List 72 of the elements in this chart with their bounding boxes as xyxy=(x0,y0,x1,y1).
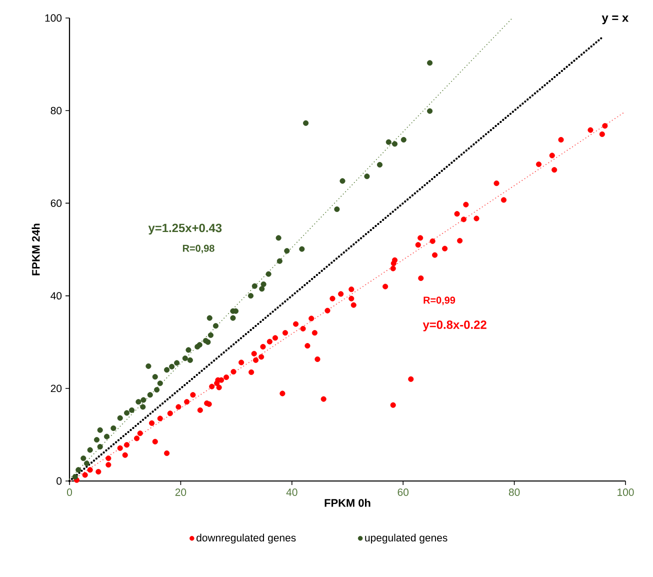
point xyxy=(97,444,103,450)
point xyxy=(104,434,110,440)
point xyxy=(364,174,370,180)
y-tick-label: 60 xyxy=(50,200,62,207)
point xyxy=(392,141,398,147)
point xyxy=(169,364,175,370)
y-axis-title: FPKM 24h xyxy=(32,224,40,276)
annotation: R=0,98 xyxy=(182,244,214,254)
point xyxy=(252,283,258,289)
point xyxy=(76,467,82,473)
point xyxy=(260,281,266,288)
point xyxy=(206,315,212,321)
point xyxy=(303,120,309,126)
point xyxy=(72,474,78,480)
point xyxy=(154,386,160,393)
point xyxy=(140,397,146,403)
point xyxy=(182,356,188,362)
point xyxy=(174,360,180,366)
y-tick-label: 80 xyxy=(50,106,62,114)
point xyxy=(299,246,305,252)
point xyxy=(147,392,153,398)
point xyxy=(124,410,130,416)
point xyxy=(94,437,100,443)
point xyxy=(376,162,383,168)
point xyxy=(146,363,152,369)
point xyxy=(152,374,158,380)
legend-label: upegulated genes xyxy=(365,534,448,544)
y-tick-label: 20 xyxy=(50,384,62,392)
point xyxy=(87,447,93,453)
point xyxy=(276,258,282,264)
x-tick-label: 0 xyxy=(66,488,72,496)
point xyxy=(334,206,340,212)
y-tick-label: 100 xyxy=(45,14,62,22)
point xyxy=(266,271,272,277)
point xyxy=(427,60,433,66)
point xyxy=(212,323,219,329)
x-tick-label: 60 xyxy=(398,488,409,496)
x-tick-label: 40 xyxy=(286,488,298,496)
point xyxy=(427,108,433,114)
point xyxy=(117,415,123,421)
point xyxy=(259,286,265,292)
point xyxy=(186,347,192,353)
point xyxy=(80,456,86,462)
point xyxy=(187,357,193,363)
point xyxy=(136,399,142,405)
x-axis-title: FPKM 0h xyxy=(324,498,370,507)
point xyxy=(276,235,282,241)
point xyxy=(157,380,163,386)
x-tick-label: 20 xyxy=(175,488,186,496)
annotation: y = x xyxy=(602,15,629,24)
point xyxy=(84,460,90,466)
annotation: y=1.25x+0.43 xyxy=(148,224,222,235)
point xyxy=(340,178,346,184)
point xyxy=(164,367,170,373)
point xyxy=(230,315,236,321)
legend-label: downregulated genes xyxy=(196,534,296,544)
point xyxy=(202,338,209,344)
annotation: R=0,99 xyxy=(424,296,456,306)
point xyxy=(140,404,146,410)
point xyxy=(284,248,290,254)
x-tick-label: 80 xyxy=(508,488,520,496)
y-tick-label: 0 xyxy=(56,477,62,485)
point xyxy=(97,427,103,433)
annotation: y=0.8x-0.22 xyxy=(422,320,486,332)
y-tick-label: 40 xyxy=(50,292,62,300)
point xyxy=(386,139,392,145)
point xyxy=(110,425,116,432)
point xyxy=(128,407,135,413)
point xyxy=(248,293,254,299)
point xyxy=(400,136,406,143)
point xyxy=(208,332,214,338)
x-tick-label: 100 xyxy=(618,488,634,496)
